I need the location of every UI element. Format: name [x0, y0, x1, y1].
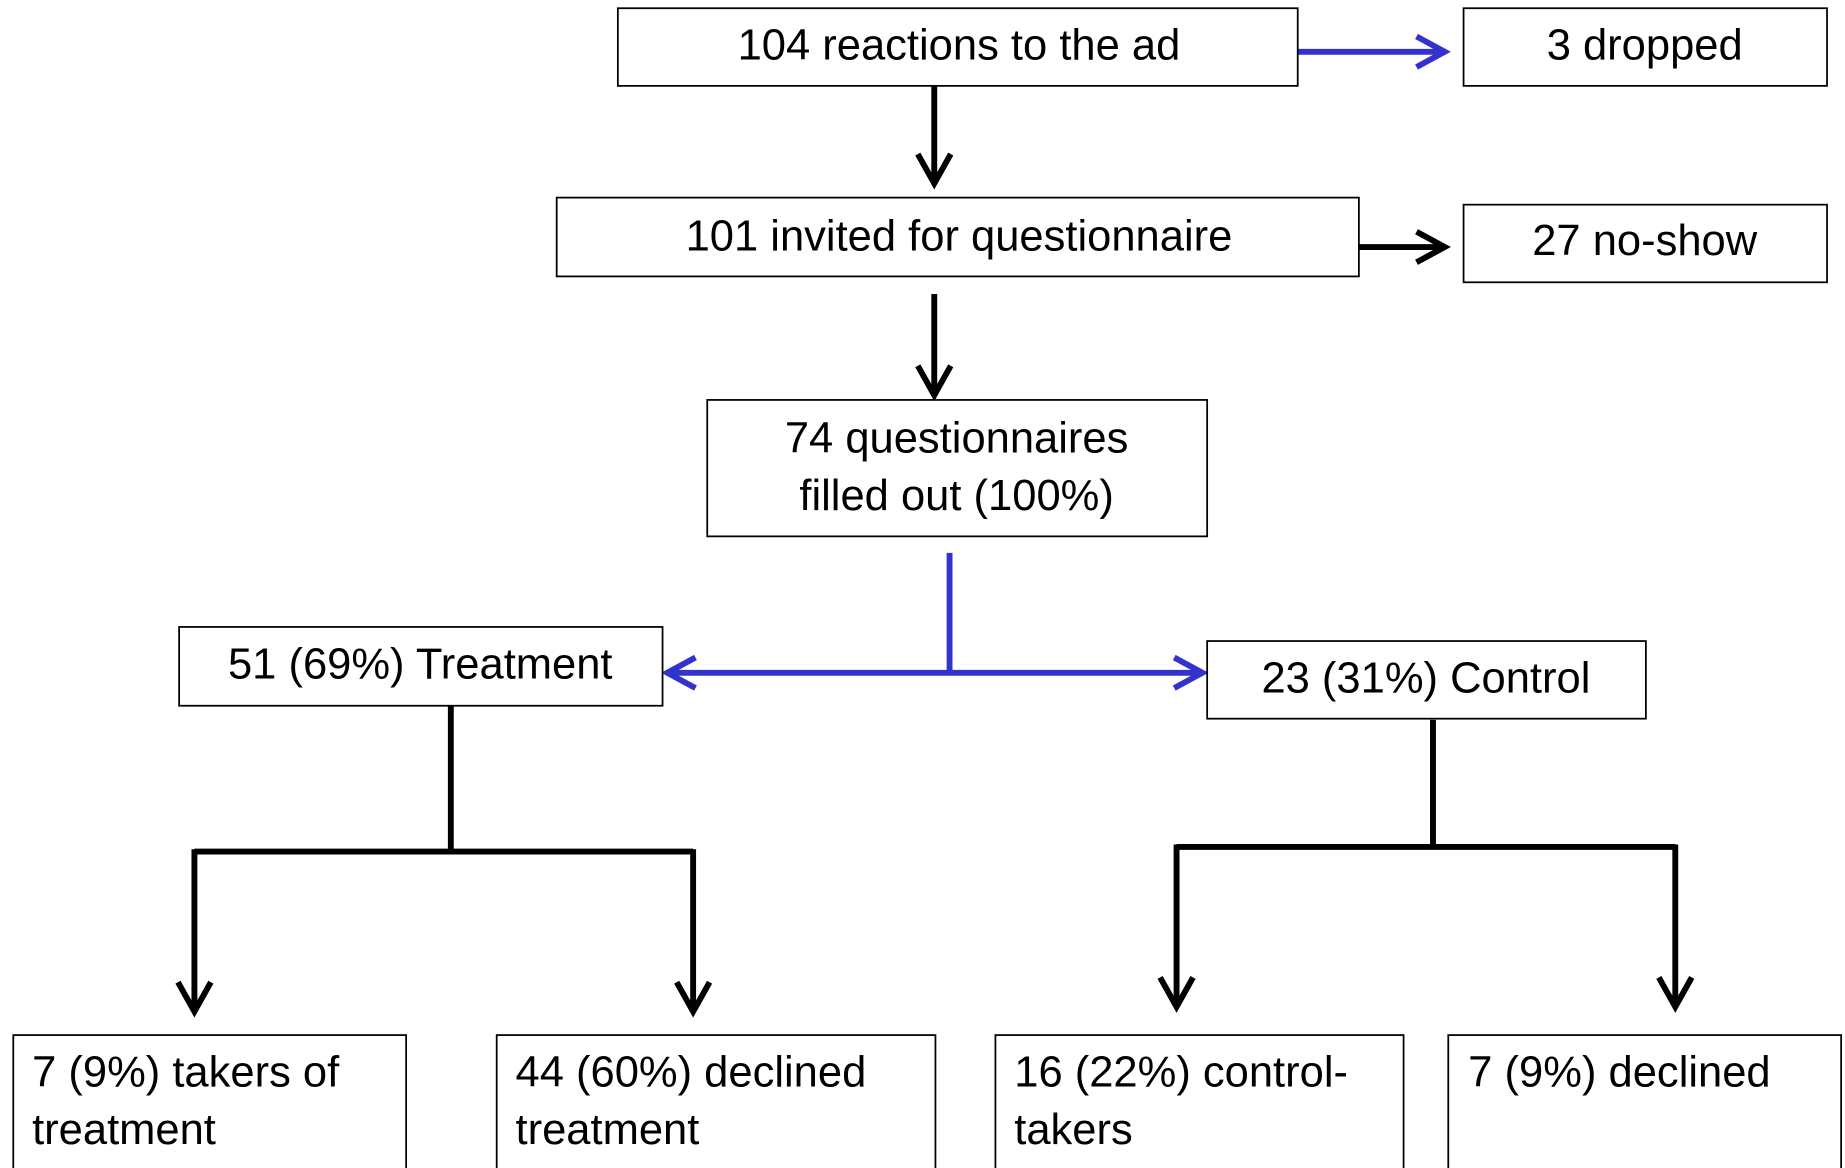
box [178, 626, 664, 707]
box [1206, 640, 1647, 720]
box [495, 1034, 937, 1168]
node-label: 16 (22%) control- [1014, 1049, 1348, 1097]
node-label: 51 (69%) Treatment [228, 640, 613, 688]
node-label: 7 (9%) declined [1468, 1049, 1770, 1097]
split-arrow [661, 552, 1209, 691]
node-label: 7 (9%) takers of [32, 1049, 340, 1097]
connectors [175, 33, 1695, 1018]
node-label: takers [1014, 1106, 1133, 1154]
arrow [915, 82, 954, 190]
node-label: 23 (31%) Control [1261, 655, 1590, 703]
node-label: 104 reactions to the ad [738, 22, 1181, 70]
box [994, 1034, 1405, 1168]
node-label: filled out (100%) [799, 472, 1113, 520]
arrow [1358, 229, 1451, 265]
box [1462, 203, 1828, 284]
box [555, 196, 1360, 278]
arrow [1297, 33, 1451, 70]
node-label: treatment [32, 1106, 216, 1154]
box [1447, 1034, 1843, 1168]
node-label: 101 invited for questionnaire [686, 212, 1233, 260]
box [706, 399, 1209, 538]
arrow [915, 294, 954, 402]
node-label: treatment [516, 1106, 700, 1154]
split-arrow [175, 705, 713, 1018]
box [12, 1034, 408, 1168]
split-arrow [1157, 719, 1695, 1013]
node-label: 44 (60%) declined [516, 1049, 867, 1097]
node-label: 27 no-show [1532, 217, 1758, 265]
box [1462, 7, 1828, 87]
node-label: 74 questionnaires [785, 415, 1129, 463]
box [616, 7, 1299, 87]
node-label: 3 dropped [1547, 22, 1743, 70]
